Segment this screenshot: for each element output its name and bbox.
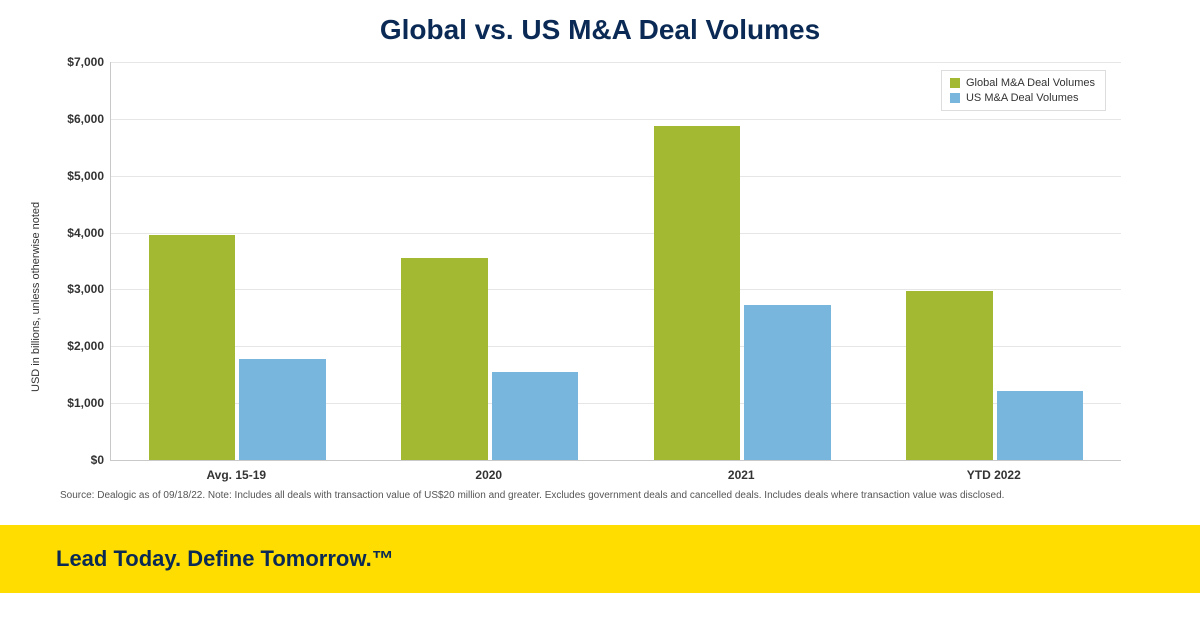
chart-area: USD in billions, unless otherwise noted … <box>0 0 1200 520</box>
legend-label: US M&A Deal Volumes <box>966 92 1079 104</box>
gridline <box>111 62 1121 63</box>
bar <box>239 359 326 460</box>
y-tick-label: $1,000 <box>48 396 104 410</box>
footer-banner: Lead Today. Define Tomorrow.™ <box>0 525 1200 593</box>
y-tick-label: $6,000 <box>48 112 104 126</box>
y-tick-label: $4,000 <box>48 226 104 240</box>
bar <box>492 372 579 460</box>
y-tick-label: $2,000 <box>48 339 104 353</box>
x-tick-label: 2021 <box>728 468 755 482</box>
bar <box>744 305 831 460</box>
page: Global vs. US M&A Deal Volumes USD in bi… <box>0 0 1200 627</box>
legend-label: Global M&A Deal Volumes <box>966 77 1095 89</box>
legend-swatch <box>950 93 960 103</box>
gridline <box>111 233 1121 234</box>
bar <box>654 126 741 460</box>
y-tick-label: $7,000 <box>48 55 104 69</box>
legend-swatch <box>950 78 960 88</box>
bar <box>149 235 236 460</box>
footer-banner-text: Lead Today. Define Tomorrow.™ <box>56 546 394 572</box>
bar <box>401 258 488 460</box>
gridline <box>111 176 1121 177</box>
x-tick-label: Avg. 15-19 <box>206 468 266 482</box>
gridline <box>111 119 1121 120</box>
y-tick-label: $0 <box>48 453 104 467</box>
y-axis-title: USD in billions, unless otherwise noted <box>30 202 42 392</box>
bar <box>997 391 1084 460</box>
source-footnote: Source: Dealogic as of 09/18/22. Note: I… <box>60 490 1140 501</box>
y-tick-label: $5,000 <box>48 169 104 183</box>
legend: Global M&A Deal Volumes US M&A Deal Volum… <box>941 70 1106 111</box>
x-tick-label: YTD 2022 <box>967 468 1021 482</box>
x-tick-label: 2020 <box>475 468 502 482</box>
legend-item: US M&A Deal Volumes <box>950 92 1095 104</box>
plot-area <box>110 62 1121 461</box>
legend-item: Global M&A Deal Volumes <box>950 77 1095 89</box>
y-tick-label: $3,000 <box>48 282 104 296</box>
bar <box>906 291 993 460</box>
